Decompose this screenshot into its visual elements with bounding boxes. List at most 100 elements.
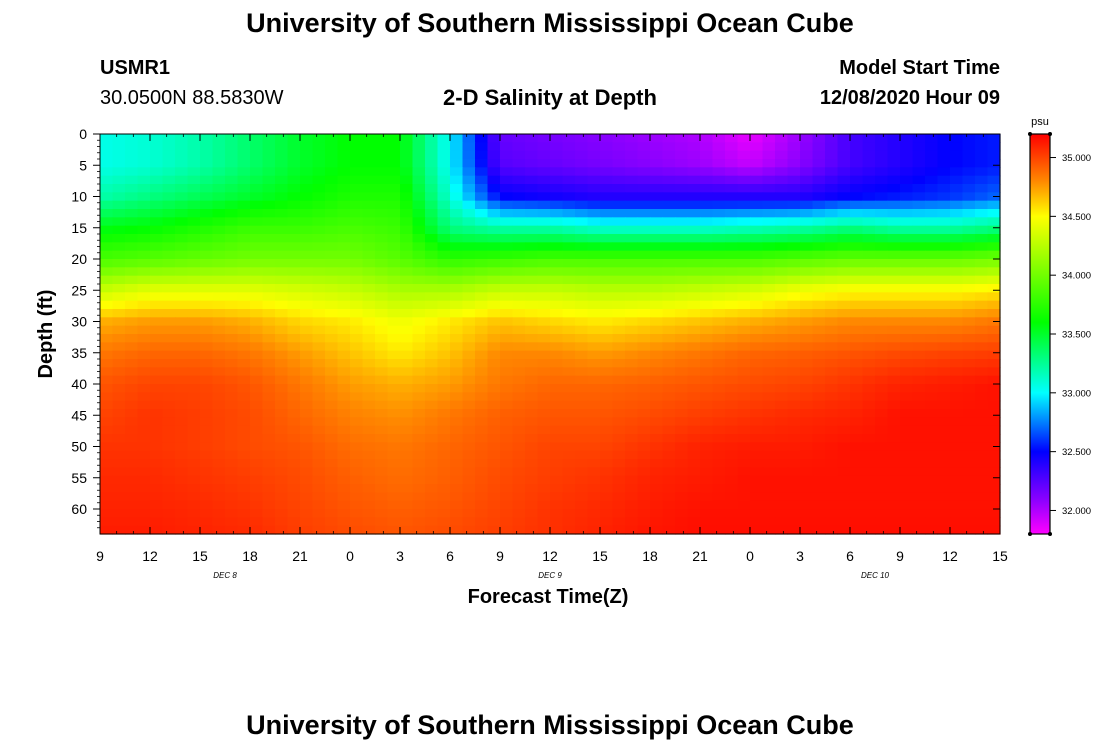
heatmap-cell: [462, 425, 476, 435]
heatmap-cell: [375, 492, 389, 502]
heatmap-cell: [250, 259, 264, 268]
heatmap-cell: [800, 475, 814, 485]
heatmap-cell: [950, 350, 964, 360]
heatmap-cell: [812, 242, 826, 252]
heatmap-cell: [512, 242, 526, 252]
heatmap-cell: [300, 284, 314, 293]
heatmap-cell: [450, 509, 464, 518]
heatmap-cell: [250, 267, 264, 277]
heatmap-cell: [775, 142, 789, 152]
heatmap-cell: [100, 317, 114, 327]
heatmap-cell: [275, 392, 289, 402]
heatmap-cell: [775, 509, 789, 518]
heatmap-cell: [162, 317, 176, 327]
heatmap-cell: [925, 425, 939, 435]
heatmap-cell: [187, 342, 201, 352]
heatmap-cell: [925, 484, 939, 493]
heatmap-cell: [600, 384, 614, 393]
heatmap-cell: [625, 300, 639, 310]
heatmap-cell: [512, 309, 526, 318]
heatmap-cell: [437, 384, 451, 393]
heatmap-cell: [987, 267, 1001, 277]
heatmap-cell: [425, 292, 439, 302]
heatmap-cell: [312, 259, 326, 268]
heatmap-cell: [325, 409, 339, 418]
heatmap-cell: [987, 209, 1001, 218]
heatmap-cell: [850, 392, 864, 402]
heatmap-cell: [300, 509, 314, 518]
heatmap-cell: [925, 267, 939, 277]
heatmap-cell: [962, 317, 976, 327]
heatmap-cell: [700, 400, 714, 410]
heatmap-cell: [875, 225, 889, 235]
heatmap-cell: [400, 417, 414, 427]
heatmap-cell: [100, 509, 114, 518]
heatmap-cell: [112, 434, 126, 443]
heatmap-cell: [987, 392, 1001, 402]
heatmap-cell: [112, 259, 126, 268]
heatmap-cell: [950, 142, 964, 152]
heatmap-cell: [287, 425, 301, 435]
heatmap-cell: [812, 350, 826, 360]
heatmap-cell: [575, 225, 589, 235]
heatmap-cell: [862, 492, 876, 502]
heatmap-cell: [900, 425, 914, 435]
heatmap-cell: [987, 459, 1001, 468]
heatmap-cell: [950, 334, 964, 343]
heatmap-cell: [625, 200, 639, 210]
heatmap-cell: [587, 425, 601, 435]
heatmap-cell: [887, 525, 901, 535]
heatmap-cell: [587, 159, 601, 168]
heatmap-cell: [562, 442, 576, 452]
x-axis-label: Forecast Time(Z): [468, 586, 629, 608]
heatmap-cell: [962, 209, 976, 218]
heatmap-cell: [525, 359, 539, 368]
heatmap-cell: [987, 309, 1001, 318]
heatmap-cell: [475, 392, 489, 402]
heatmap-cell: [975, 300, 989, 310]
heatmap-cell: [837, 275, 851, 285]
heatmap-cell: [637, 525, 651, 535]
heatmap-cell: [350, 167, 364, 177]
heatmap-cell: [275, 275, 289, 285]
heatmap-cell: [450, 334, 464, 343]
heatmap-cell: [250, 242, 264, 252]
heatmap-cell: [375, 150, 389, 160]
heatmap-cell: [600, 159, 614, 168]
heatmap-cell: [125, 184, 139, 193]
heatmap-cell: [325, 134, 339, 143]
heatmap-cell: [437, 142, 451, 152]
heatmap-cell: [775, 325, 789, 335]
heatmap-cell: [562, 175, 576, 185]
heatmap-cell: [700, 500, 714, 510]
heatmap-cell: [450, 409, 464, 418]
heatmap-cell: [837, 367, 851, 377]
heatmap-cell: [737, 300, 751, 310]
heatmap-cell: [775, 317, 789, 327]
heatmap-cell: [387, 484, 401, 493]
heatmap-cell: [562, 267, 576, 277]
heatmap-cell: [712, 325, 726, 335]
heatmap-cell: [500, 517, 514, 527]
heatmap-cell: [937, 175, 951, 185]
heatmap-cell: [175, 317, 189, 327]
heatmap-cell: [325, 217, 339, 227]
heatmap-cell: [962, 450, 976, 460]
heatmap-cell: [175, 467, 189, 477]
heatmap-cell: [950, 150, 964, 160]
heatmap-cell: [562, 334, 576, 343]
heatmap-cell: [775, 525, 789, 535]
heatmap-cell: [825, 275, 839, 285]
heatmap-cell: [837, 184, 851, 193]
heatmap-cell: [950, 209, 964, 218]
heatmap-cell: [762, 325, 776, 335]
heatmap-cell: [525, 334, 539, 343]
heatmap-cell: [862, 200, 876, 210]
heatmap-cell: [987, 367, 1001, 377]
heatmap-cell: [587, 142, 601, 152]
heatmap-cell: [150, 217, 164, 227]
heatmap-cell: [287, 375, 301, 385]
heatmap-cell: [612, 392, 626, 402]
heatmap-cell: [925, 384, 939, 393]
heatmap-cell: [612, 417, 626, 427]
